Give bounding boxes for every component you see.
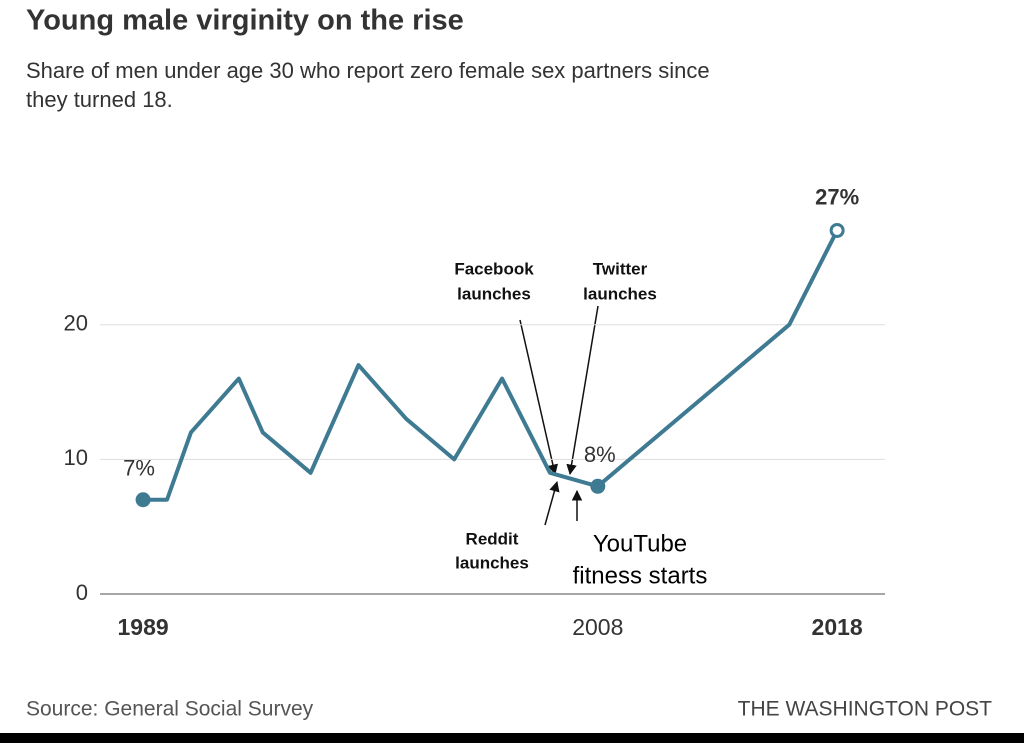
source: Source: General Social Survey — [26, 698, 314, 721]
point — [590, 478, 606, 494]
arrow — [566, 305, 599, 476]
value-label: 27% — [815, 184, 859, 209]
subtitle: Share of men under age 30 who report zer… — [26, 58, 710, 83]
line — [143, 229, 839, 502]
arrow — [544, 480, 560, 526]
arrow — [519, 319, 559, 476]
annotation: Reddit — [466, 529, 519, 548]
annotation: YouTube — [593, 530, 687, 557]
point — [135, 492, 151, 508]
annotation: launches — [455, 553, 529, 572]
value-label: 8% — [584, 442, 616, 467]
annotation: launches — [457, 284, 531, 303]
x-tick-label: 1989 — [117, 614, 168, 640]
annotation: launches — [583, 284, 657, 303]
subtitle: they turned 18. — [26, 87, 173, 112]
y-tick-label: 20 — [64, 311, 88, 336]
y-tick-label: 10 — [64, 445, 88, 470]
value-label: 7% — [123, 456, 155, 481]
annotation: Facebook — [454, 259, 534, 278]
point — [829, 222, 845, 238]
credit: THE WASHINGTON POST — [738, 698, 993, 721]
x-tick-label: 2018 — [812, 614, 863, 640]
chart-title: Young male virginity on the rise — [26, 5, 464, 37]
x-tick-label: 2008 — [572, 614, 623, 640]
frame-edge — [0, 733, 1024, 743]
annotation: Twitter — [593, 259, 648, 278]
annotation: fitness starts — [573, 562, 708, 589]
y-tick-label: 0 — [76, 580, 88, 605]
